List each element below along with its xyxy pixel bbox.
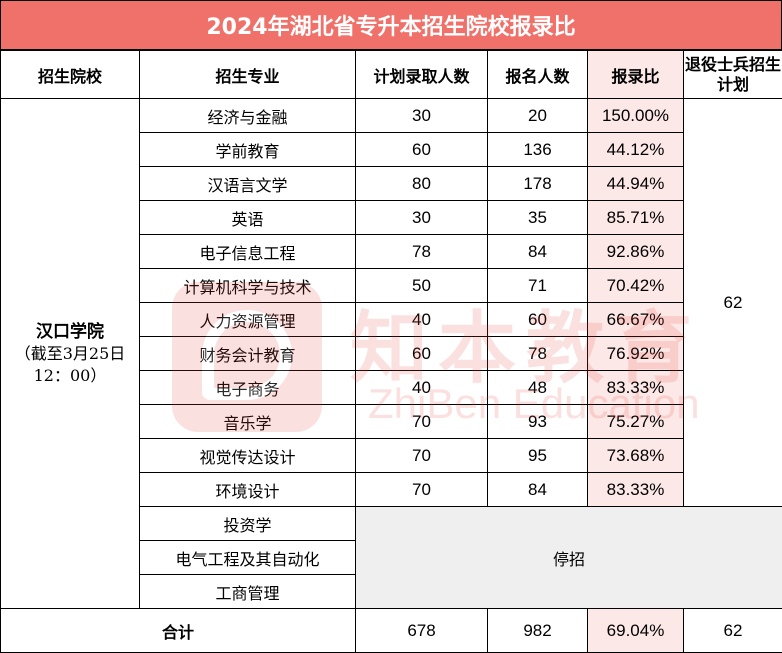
- total-label: 合计: [0, 608, 356, 653]
- total-applicants: 982: [487, 608, 588, 653]
- plan-cell: 60: [355, 132, 488, 167]
- school-note: （截至3月25日12：00）: [14, 343, 126, 385]
- applicants-cell: 78: [487, 336, 588, 371]
- header-plan: 计划录取人数: [355, 50, 488, 99]
- major-cell: 汉语言文学: [139, 166, 356, 201]
- table-row: 学前教育 60 136 44.12%: [1, 132, 782, 167]
- table-row: 计算机科学与技术 50 71 70.42%: [1, 268, 782, 303]
- table-row: 环境设计 70 84 83.33%: [1, 472, 782, 507]
- plan-cell: 70: [355, 472, 488, 507]
- major-cell: 视觉传达设计: [139, 438, 356, 473]
- total-row: 合计 678 982 69.04% 62: [0, 608, 782, 653]
- header-row: 招生院校 招生专业 计划录取人数 报名人数 报录比 退役士兵招生计划: [0, 50, 782, 99]
- applicants-cell: 93: [487, 404, 588, 439]
- suspended-major-cell: 工商管理: [139, 574, 356, 609]
- ratio-cell: 73.68%: [587, 438, 684, 473]
- suspended-status-cell: 停招: [355, 506, 782, 609]
- plan-cell: 40: [355, 370, 488, 405]
- plan-cell: 70: [355, 438, 488, 473]
- major-cell: 经济与金融: [139, 98, 356, 133]
- veteran-plan-cell: 62: [683, 98, 782, 507]
- admission-ratio-table: 招生院校 招生专业 计划录取人数 报名人数 报录比 退役士兵招生计划 汉口学院 …: [0, 50, 782, 653]
- school-cell: 汉口学院 （截至3月25日12：00）: [0, 98, 140, 609]
- plan-cell: 30: [355, 98, 488, 133]
- plan-cell: 30: [355, 200, 488, 235]
- table-row: 财务会计教育 60 78 76.92%: [1, 336, 782, 371]
- table-row: 汉语言文学 80 178 44.94%: [1, 166, 782, 201]
- suspended-major-cell: 电气工程及其自动化: [139, 540, 356, 575]
- major-cell: 人力资源管理: [139, 302, 356, 337]
- header-school: 招生院校: [0, 50, 140, 99]
- ratio-cell: 44.94%: [587, 166, 684, 201]
- major-cell: 英语: [139, 200, 356, 235]
- table-row: 视觉传达设计 70 95 73.68%: [1, 438, 782, 473]
- ratio-cell: 150.00%: [587, 98, 684, 133]
- plan-cell: 40: [355, 302, 488, 337]
- ratio-cell: 85.71%: [587, 200, 684, 235]
- plan-cell: 70: [355, 404, 488, 439]
- total-ratio: 69.04%: [587, 608, 684, 653]
- applicants-cell: 84: [487, 234, 588, 269]
- applicants-cell: 35: [487, 200, 588, 235]
- total-veteran: 62: [683, 608, 782, 653]
- major-cell: 环境设计: [139, 472, 356, 507]
- major-cell: 财务会计教育: [139, 336, 356, 371]
- major-cell: 计算机科学与技术: [139, 268, 356, 303]
- table-row: 电子商务 40 48 83.33%: [1, 370, 782, 405]
- header-veteran: 退役士兵招生计划: [683, 50, 782, 99]
- ratio-cell: 66.67%: [587, 302, 684, 337]
- table-row: 汉口学院 （截至3月25日12：00） 经济与金融 30 20 150.00% …: [0, 98, 782, 609]
- header-ratio: 报录比: [587, 50, 684, 99]
- total-plan: 678: [355, 608, 488, 653]
- ratio-cell: 44.12%: [587, 132, 684, 167]
- plan-cell: 78: [355, 234, 488, 269]
- table-row: 英语 30 35 85.71%: [1, 200, 782, 235]
- applicants-cell: 60: [487, 302, 588, 337]
- major-cell: 电子信息工程: [139, 234, 356, 269]
- major-cell: 电子商务: [139, 370, 356, 405]
- applicants-cell: 95: [487, 438, 588, 473]
- applicants-cell: 178: [487, 166, 588, 201]
- applicants-cell: 20: [487, 98, 588, 133]
- table-row: 投资学 停招: [1, 506, 782, 609]
- major-cell: 学前教育: [139, 132, 356, 167]
- ratio-cell: 83.33%: [587, 472, 684, 507]
- major-cell: 音乐学: [139, 404, 356, 439]
- table-row: 电子信息工程 78 84 92.86%: [1, 234, 782, 269]
- header-applicants: 报名人数: [487, 50, 588, 99]
- applicants-cell: 71: [487, 268, 588, 303]
- ratio-cell: 75.27%: [587, 404, 684, 439]
- header-major: 招生专业: [139, 50, 356, 99]
- applicants-cell: 48: [487, 370, 588, 405]
- plan-cell: 60: [355, 336, 488, 371]
- ratio-cell: 76.92%: [587, 336, 684, 371]
- ratio-cell: 83.33%: [587, 370, 684, 405]
- suspended-major-cell: 投资学: [139, 506, 356, 541]
- applicants-cell: 136: [487, 132, 588, 167]
- plan-cell: 80: [355, 166, 488, 201]
- page-title: 2024年湖北省专升本招生院校报录比: [0, 0, 782, 50]
- applicants-cell: 84: [487, 472, 588, 507]
- ratio-cell: 70.42%: [587, 268, 684, 303]
- school-name: 汉口学院: [36, 321, 104, 342]
- plan-cell: 50: [355, 268, 488, 303]
- ratio-cell: 92.86%: [587, 234, 684, 269]
